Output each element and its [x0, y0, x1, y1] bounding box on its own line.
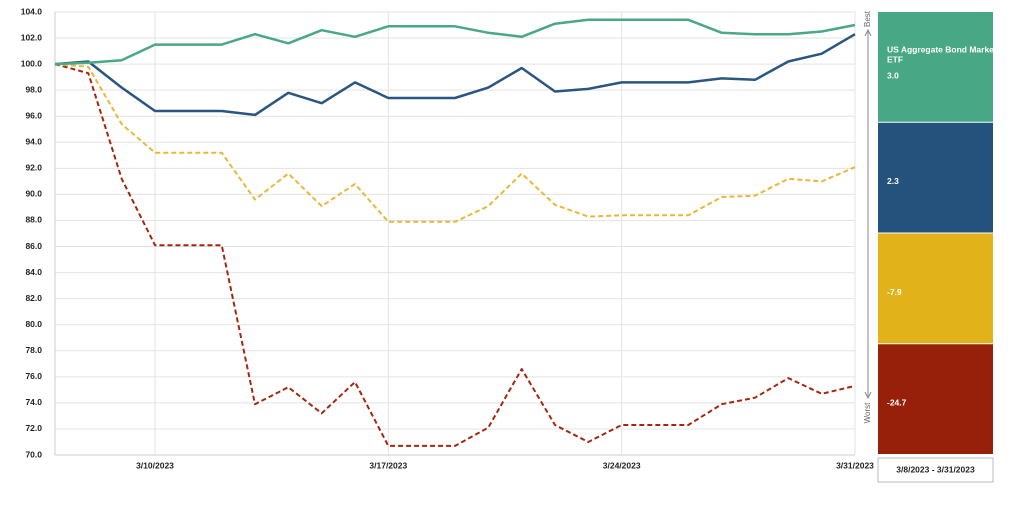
best-label: Best	[863, 10, 872, 27]
series-line	[54, 33, 856, 117]
date-range: 3/8/2023 - 3/31/2023	[896, 464, 975, 474]
y-tick-label: 74.0	[25, 397, 42, 407]
y-tick-label: 78.0	[25, 345, 42, 355]
y-tick-label: 76.0	[25, 371, 42, 381]
legend-box	[878, 122, 993, 233]
y-tick-label: 96.0	[25, 110, 42, 120]
x-tick-label: 3/10/2023	[136, 460, 174, 470]
y-tick-label: 90.0	[25, 189, 42, 199]
series-line	[54, 63, 856, 223]
y-tick-label: 94.0	[25, 137, 42, 147]
y-tick-label: 88.0	[25, 215, 42, 225]
x-tick-label: 3/24/2023	[603, 460, 641, 470]
y-tick-label: 70.0	[25, 449, 42, 459]
y-tick-label: 102.0	[21, 32, 43, 42]
worst-label: Worst	[863, 402, 872, 424]
y-tick-label: 84.0	[25, 267, 42, 277]
legend-value: 2.3	[887, 176, 899, 186]
legend-box	[878, 12, 993, 122]
arrowheads	[864, 28, 872, 400]
y-tick-label: 104.0	[21, 6, 43, 16]
legend-value: 3.0	[887, 70, 899, 80]
y-tick-label: 98.0	[25, 84, 42, 94]
legend-box	[878, 233, 993, 344]
date-range-box	[877, 457, 994, 483]
series-line	[54, 63, 856, 447]
legend-value: -7.9	[887, 287, 902, 297]
x-tick-label: 3/31/2023	[836, 460, 874, 470]
y-tick-label: 92.0	[25, 163, 42, 173]
y-tick-label: 80.0	[25, 319, 42, 329]
y-tick-label: 100.0	[21, 58, 43, 68]
legend-box	[878, 344, 993, 454]
series-line	[54, 18, 856, 66]
y-tick-label: 72.0	[25, 423, 42, 433]
y-tick-label: 86.0	[25, 241, 42, 251]
legend-name: US Aggregate Bond Market ETF	[887, 44, 997, 64]
x-tick-label: 3/17/2023	[369, 460, 407, 470]
y-tick-label: 82.0	[25, 293, 42, 303]
legend-value: -24.7	[887, 398, 907, 408]
